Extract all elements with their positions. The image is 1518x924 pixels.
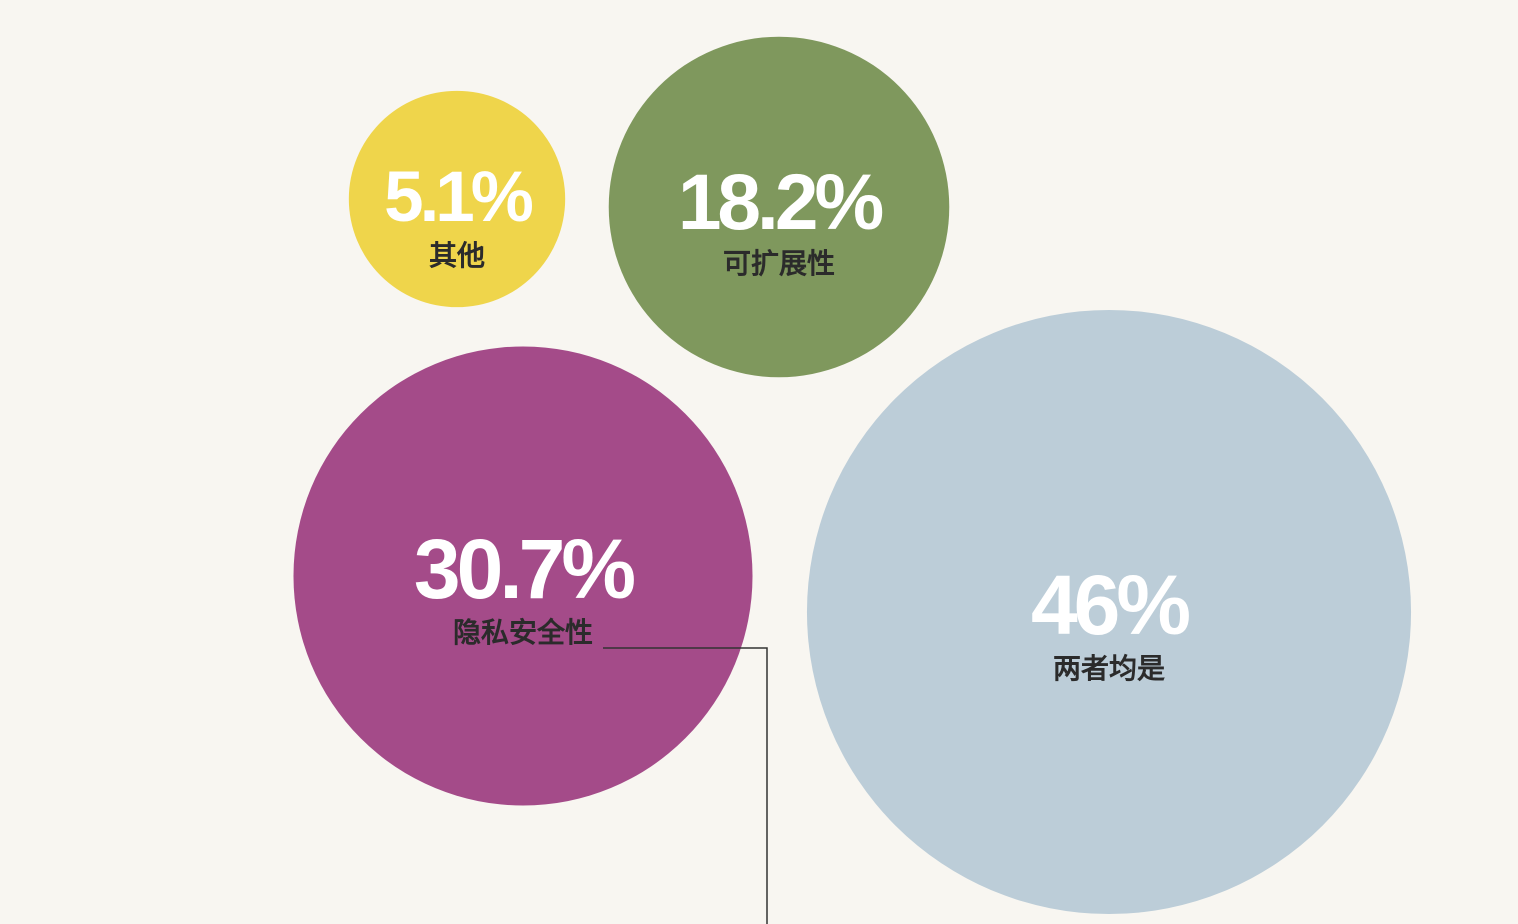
leader-line	[603, 647, 768, 924]
value-label: 46%	[1031, 558, 1189, 652]
bubble	[348, 90, 566, 308]
value-label: 5.1%	[384, 158, 533, 237]
category-label: 其他	[429, 239, 485, 272]
category-label: 两者均是	[1053, 652, 1165, 685]
bubble	[293, 346, 753, 806]
category-label: 可扩展性	[723, 247, 835, 280]
value-label: 18.2%	[678, 158, 883, 246]
value-label: 30.7%	[414, 522, 634, 616]
category-label: 隐私安全性	[453, 616, 593, 649]
bubble	[806, 309, 1412, 915]
bubble	[608, 36, 950, 378]
